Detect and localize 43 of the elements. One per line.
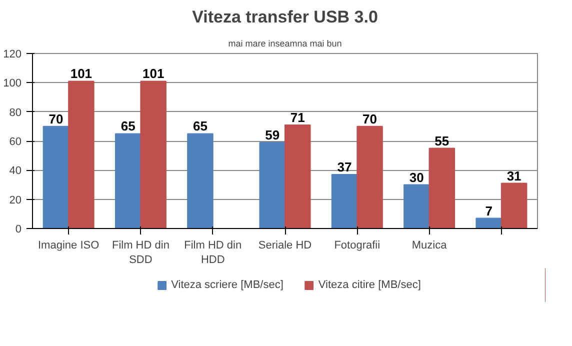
y-tick-label: 100 (3, 78, 22, 90)
y-tick-label: 80 (9, 106, 22, 119)
legend-label: Viteza scriere [MB/sec] (171, 279, 284, 291)
x-tick-label: Film HD din HDD (184, 240, 242, 266)
bar (500, 182, 528, 228)
data-label: 65 (120, 118, 136, 134)
bar (356, 126, 383, 228)
data-label: 101 (142, 66, 164, 82)
x-tick-label: Film HD din SDD (112, 240, 170, 266)
data-label: 31 (506, 168, 522, 184)
bar (428, 148, 456, 228)
bar (284, 124, 311, 228)
data-label: 37 (337, 160, 352, 175)
y-tick-label: 60 (9, 136, 22, 148)
data-label: 65 (193, 118, 208, 134)
x-tick-label: Seriale HD (258, 240, 312, 252)
legend-label: Viteza citire [MB/sec] (318, 279, 421, 291)
data-label: 59 (265, 127, 280, 142)
bar (259, 142, 286, 228)
chart-title: Viteza transfer USB 3.0 (192, 8, 378, 26)
bar (42, 126, 70, 228)
x-tick-label: Imagine ISO (38, 240, 100, 252)
data-label: 30 (409, 170, 424, 185)
data-label: 70 (48, 111, 64, 126)
data-label: 101 (70, 66, 92, 82)
data-label: 55 (434, 133, 450, 148)
data-label: 7 (485, 203, 492, 218)
bar (187, 133, 214, 228)
data-label: 71 (290, 110, 305, 125)
y-tick-label: 40 (9, 165, 22, 178)
bar (476, 218, 502, 228)
bar (140, 80, 166, 228)
y-tick-label: 20 (9, 194, 22, 206)
chart-subtitle: mai mare inseamna mai bun (228, 38, 342, 48)
bar (404, 184, 430, 228)
data-label: 70 (362, 111, 378, 126)
bar (68, 80, 94, 228)
x-tick-label: Fotografii (334, 240, 380, 252)
x-tick-label: Muzica (412, 240, 448, 252)
y-tick-label: 120 (3, 48, 22, 60)
bar (114, 133, 142, 228)
y-tick-label: 0 (15, 224, 22, 236)
bar (331, 174, 358, 228)
